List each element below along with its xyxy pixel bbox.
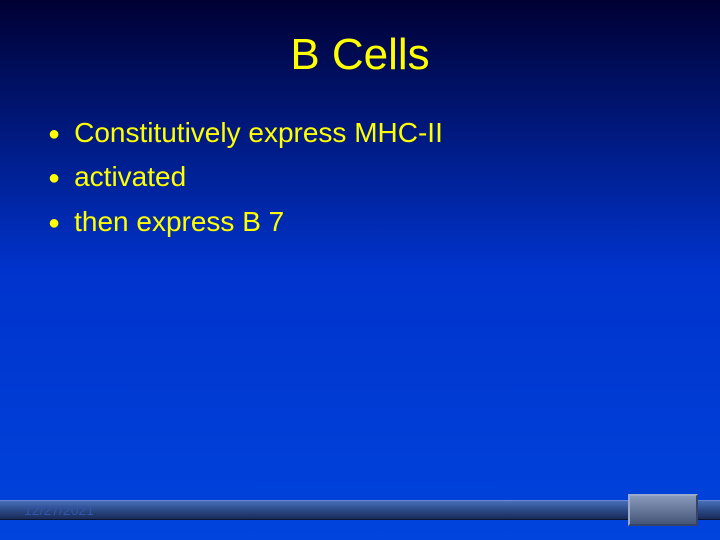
slide-title: B Cells <box>0 0 720 100</box>
bullet-text: then express B 7 <box>74 204 284 240</box>
bullet-icon: ● <box>48 167 60 190</box>
slide-container: B Cells ● Constitutively express MHC-II … <box>0 0 720 540</box>
slide-footer: 12/27/2021 <box>0 494 720 526</box>
bullet-item: ● then express B 7 <box>48 204 672 240</box>
bullet-text: activated <box>74 159 186 195</box>
footer-rail <box>0 500 720 520</box>
bullet-item: ● Constitutively express MHC-II <box>48 115 672 151</box>
bullet-item: ● activated <box>48 159 672 195</box>
bullet-text: Constitutively express MHC-II <box>74 115 443 151</box>
bullet-icon: ● <box>48 123 60 146</box>
footer-date: 12/27/2021 <box>24 502 94 518</box>
footer-nav-button[interactable] <box>628 494 698 526</box>
bullet-icon: ● <box>48 212 60 235</box>
bullet-list: ● Constitutively express MHC-II ● activa… <box>0 115 720 240</box>
